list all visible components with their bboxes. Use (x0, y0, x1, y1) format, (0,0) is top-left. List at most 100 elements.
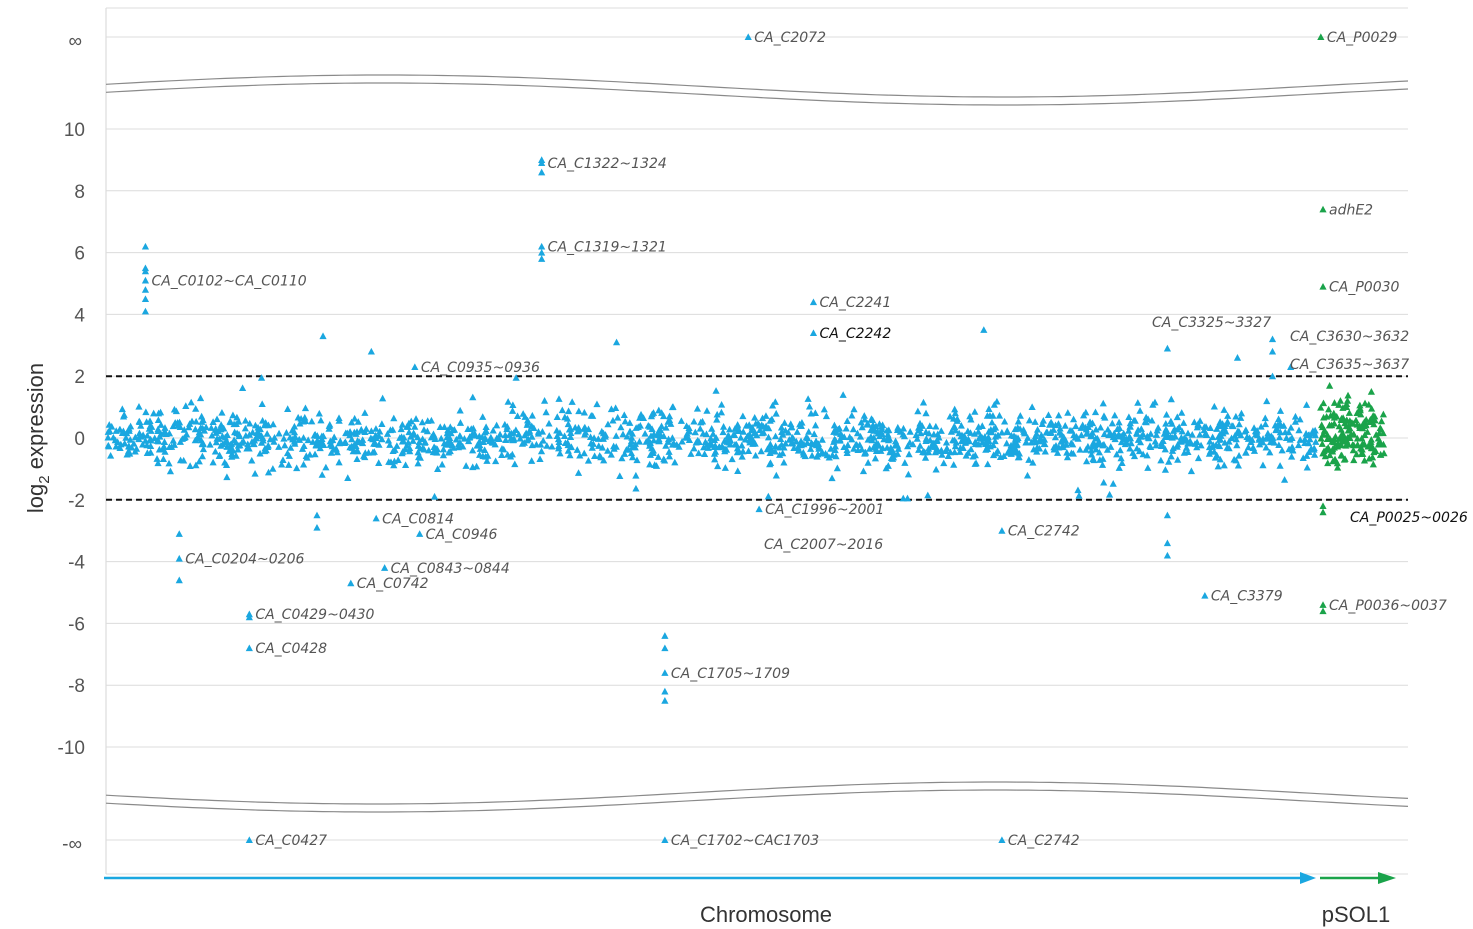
data-point (964, 449, 972, 456)
data-point (1360, 456, 1369, 464)
data-point (652, 462, 661, 469)
x-axis (104, 872, 1396, 884)
data-point (1202, 431, 1210, 438)
data-point (937, 427, 945, 434)
data-point (186, 420, 194, 427)
data-point (554, 435, 563, 443)
data-point (141, 437, 150, 444)
data-point-labeled (416, 530, 424, 537)
data-point (843, 446, 851, 454)
data-point (670, 440, 678, 447)
data-point (386, 426, 395, 434)
data-point (752, 419, 760, 427)
data-point (1296, 415, 1304, 423)
axis-break-wave-bottom (105, 781, 1409, 805)
data-point (303, 453, 311, 461)
data-point (737, 434, 745, 441)
data-point (721, 464, 729, 471)
data-point (700, 443, 708, 451)
data-point (512, 374, 520, 381)
data-point (794, 447, 803, 454)
data-point (1106, 490, 1114, 498)
data-point (315, 409, 323, 417)
data-point (487, 433, 495, 441)
data-point (687, 450, 695, 457)
data-point (1255, 436, 1263, 443)
data-point (893, 450, 902, 457)
data-point (655, 437, 663, 445)
data-point (951, 409, 959, 417)
data-point (833, 464, 841, 472)
data-point (180, 456, 188, 464)
data-point (807, 439, 816, 446)
data-point (555, 395, 563, 402)
data-point (212, 429, 220, 436)
data-point (1362, 416, 1370, 423)
data-point (771, 432, 780, 440)
data-point (558, 406, 566, 414)
data-point (714, 462, 722, 470)
data-point (1257, 423, 1265, 430)
data-point (951, 442, 960, 450)
data-point (147, 442, 155, 449)
data-point (548, 442, 556, 450)
point-annotation: CA_C0427 (255, 833, 327, 849)
data-point (797, 422, 805, 429)
data-point (734, 421, 742, 428)
data-point-labeled (411, 363, 419, 370)
data-point (938, 451, 946, 458)
data-point (1187, 467, 1196, 475)
data-point (1234, 461, 1242, 469)
data-point (227, 418, 235, 426)
data-point (788, 423, 796, 430)
data-point (1259, 438, 1267, 446)
data-point (644, 422, 652, 429)
data-point (587, 439, 595, 447)
data-point (925, 429, 933, 437)
data-point (733, 424, 742, 432)
data-point (591, 452, 599, 460)
data-point (588, 444, 596, 451)
data-point (1157, 439, 1166, 447)
data-point (766, 440, 774, 448)
data-point (628, 453, 637, 461)
data-point (1225, 438, 1233, 445)
data-point (482, 427, 490, 435)
data-point (952, 438, 960, 446)
data-point (540, 397, 549, 404)
x-label-chromosome: Chromosome (700, 902, 832, 927)
data-point (1235, 420, 1243, 428)
data-point (842, 424, 850, 432)
data-point (1295, 426, 1303, 434)
data-point (1302, 401, 1311, 408)
data-point (1261, 414, 1269, 422)
data-point-outlier (1163, 511, 1172, 519)
data-point (835, 424, 844, 432)
data-point (401, 461, 410, 469)
data-point (690, 444, 698, 452)
data-point (1377, 417, 1386, 425)
data-point (537, 440, 545, 448)
data-point (460, 434, 469, 442)
data-point (211, 447, 219, 455)
data-point (418, 418, 426, 426)
point-annotation: CA_C2072 (754, 30, 826, 46)
x-label-psol1: pSOL1 (1322, 902, 1391, 927)
y-tick-label: 4 (74, 305, 85, 326)
data-point (632, 424, 640, 431)
data-point (762, 412, 770, 419)
data-point (294, 413, 302, 421)
data-point (1352, 416, 1360, 424)
data-point (1275, 441, 1283, 449)
data-point (967, 415, 975, 423)
data-point (318, 432, 326, 440)
data-point (228, 447, 236, 454)
data-point (1362, 420, 1370, 428)
data-point (456, 406, 464, 414)
data-point (1136, 438, 1145, 446)
data-point (984, 442, 992, 449)
data-point (530, 424, 538, 432)
data-point (988, 418, 996, 426)
data-point (1358, 434, 1366, 442)
data-point (818, 449, 826, 457)
